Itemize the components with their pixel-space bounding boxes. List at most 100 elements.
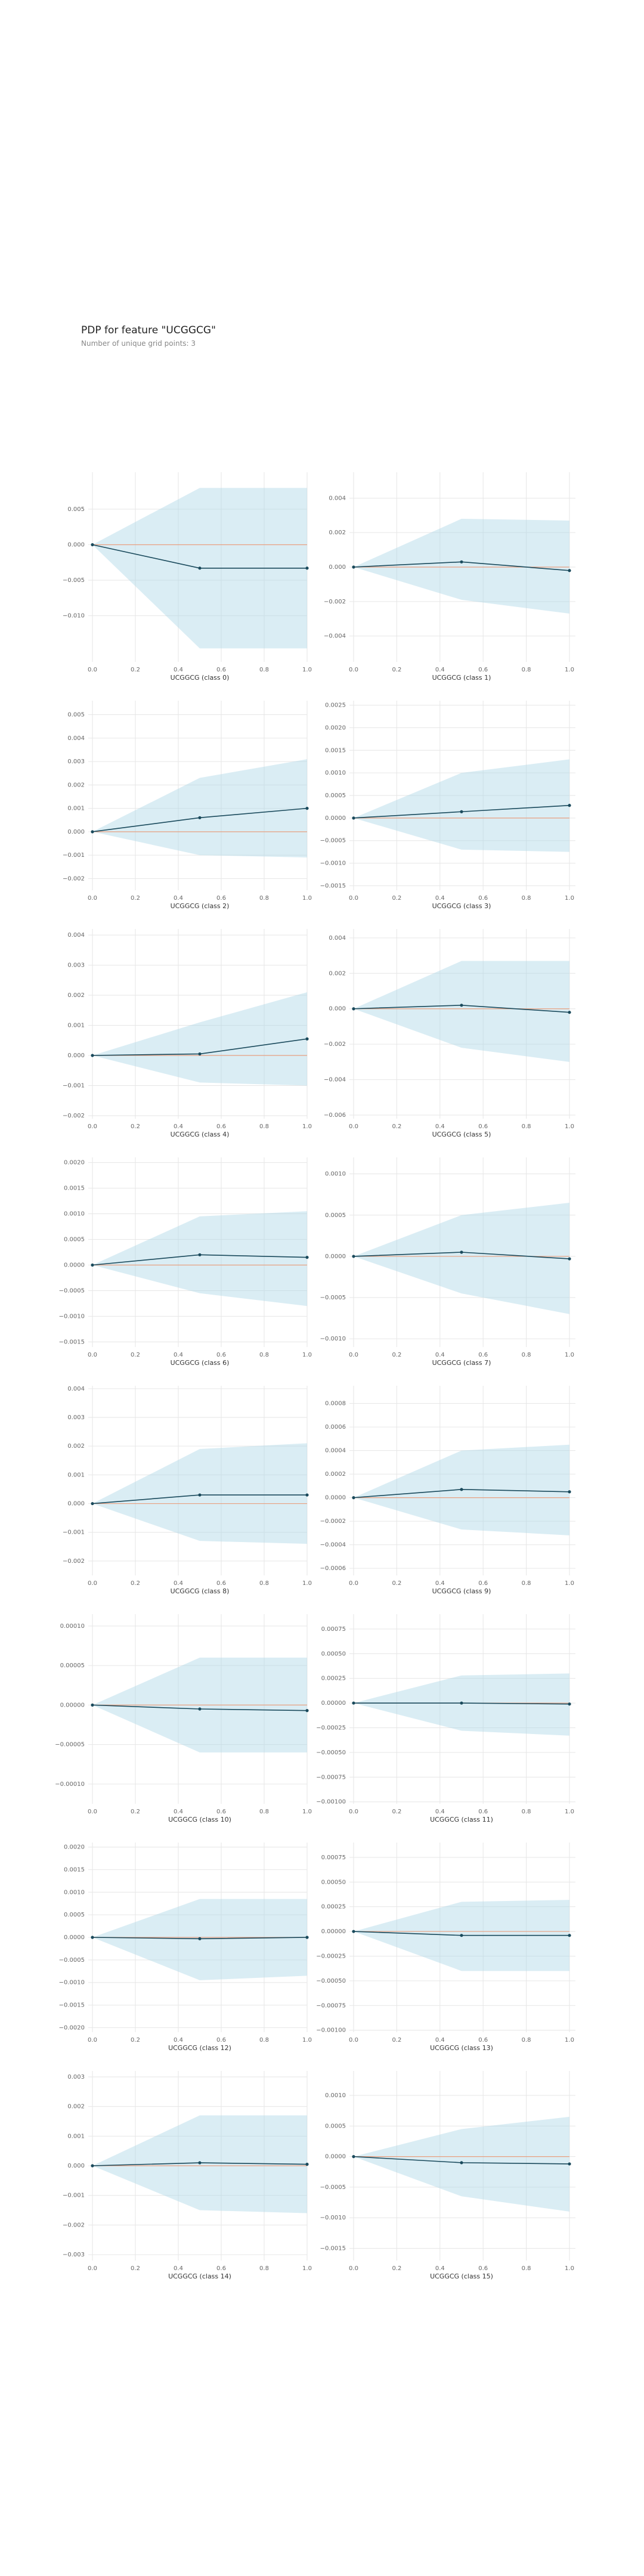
- x-axis-label: UCGGCG (class 7): [432, 1359, 491, 1367]
- x-tick-label: 0.4: [435, 667, 445, 673]
- x-tick-label: 0.4: [174, 2037, 183, 2044]
- subplot-class-13: 0.00075 0.00050 0.00025 0.00000 −0.00025 −0.0…: [316, 1843, 575, 2052]
- y-tick-label: 0.0005: [64, 1912, 85, 1918]
- y-tick-label: −0.0015: [59, 1339, 85, 1345]
- y-tick-label: −0.00075: [316, 2002, 346, 2009]
- y-tick-label: −0.00050: [316, 1750, 346, 1756]
- chart-title: PDP for feature "UCGGCG": [81, 324, 216, 336]
- y-tick-label: 0.001: [67, 1023, 85, 1029]
- x-tick-label: 0.2: [392, 1352, 401, 1358]
- x-tick-label: 0.0: [88, 667, 97, 673]
- x-axis-label: UCGGCG (class 14): [168, 2272, 231, 2280]
- y-tick-label: 0.00075: [321, 1854, 346, 1861]
- y-tick-label: 0.0020: [325, 724, 346, 731]
- y-tick-label: −0.00010: [55, 1781, 85, 1788]
- x-tick-label: 1.0: [565, 2037, 574, 2044]
- x-tick-label: 0.4: [174, 2265, 183, 2272]
- x-tick-label: 0.6: [216, 667, 226, 673]
- pdp-point: [352, 1930, 355, 1933]
- x-tick-label: 0.2: [131, 2037, 140, 2044]
- y-tick-label: −0.0015: [320, 2245, 346, 2252]
- y-tick-label: −0.0005: [320, 838, 346, 844]
- subplot-class-11: 0.00075 0.00050 0.00025 0.00000 −0.00025 −0.0…: [316, 1614, 575, 1823]
- y-tick-label: 0.000: [67, 1501, 85, 1507]
- pdp-point: [568, 1490, 571, 1494]
- x-tick-label: 0.6: [216, 1580, 226, 1587]
- pdp-point: [460, 2161, 463, 2165]
- subplot-class-7: 0.0010 0.0005 0.0000 −0.0005 −0.0010 0.0 0.2 0.…: [320, 1157, 575, 1367]
- x-tick-label: 0.8: [522, 1123, 531, 1130]
- pdp-point: [460, 1934, 463, 1937]
- y-tick-label: 0.0005: [64, 1237, 85, 1243]
- y-tick-label: −0.0010: [59, 1980, 85, 1986]
- y-tick-label: −0.0006: [320, 1565, 346, 1572]
- y-tick-label: 0.00050: [321, 1879, 346, 1885]
- x-axis-label: UCGGCG (class 15): [430, 2272, 493, 2280]
- x-tick-label: 0.2: [131, 1352, 140, 1358]
- x-tick-label: 1.0: [302, 1809, 312, 1815]
- y-tick-label: 0.0010: [64, 1211, 85, 1218]
- pdp-point: [568, 2162, 571, 2166]
- pdp-point: [91, 1936, 94, 1939]
- subplot-class-2: 0.005 0.004 0.003 0.002 0.001 0.000 −0.001 −0.0…: [63, 701, 312, 910]
- x-tick-label: 0.4: [435, 1123, 445, 1130]
- pdp-point: [352, 816, 355, 820]
- x-tick-label: 0.4: [174, 1352, 183, 1358]
- pdp-point: [305, 806, 309, 810]
- x-tick-label: 0.2: [392, 1809, 401, 1815]
- x-tick-label: 0.4: [435, 1352, 445, 1358]
- y-tick-label: −0.00025: [316, 1953, 346, 1959]
- y-tick-label: −0.0015: [59, 2002, 85, 2009]
- y-tick-label: 0.00000: [321, 1928, 346, 1935]
- y-tick-label: −0.004: [324, 1077, 346, 1083]
- y-tick-label: 0.002: [329, 530, 346, 536]
- y-tick-label: −0.002: [324, 1041, 346, 1048]
- x-tick-label: 0.4: [174, 1580, 183, 1587]
- subplot-class-9: 0.0008 0.0006 0.0004 0.0002 0.0000 −0.0002 −0.…: [320, 1386, 575, 1595]
- x-tick-label: 0.0: [349, 895, 358, 902]
- x-tick-label: 1.0: [565, 1352, 574, 1358]
- x-tick-label: 0.8: [259, 2037, 269, 2044]
- x-tick-label: 0.8: [522, 1580, 531, 1587]
- y-tick-label: −0.0010: [59, 1313, 85, 1320]
- y-tick-label: 0.00075: [321, 1626, 346, 1633]
- pdp-point: [568, 1011, 571, 1014]
- y-tick-label: 0.000: [67, 1052, 85, 1059]
- pdp-point: [198, 2161, 202, 2165]
- y-tick-label: 0.004: [67, 735, 85, 742]
- x-tick-label: 1.0: [302, 1352, 312, 1358]
- pdp-point: [305, 1709, 309, 1713]
- x-axis-label: UCGGCG (class 11): [430, 1816, 493, 1823]
- x-tick-label: 1.0: [302, 1580, 312, 1587]
- y-tick-label: 0.000: [67, 829, 85, 835]
- x-axis-label: UCGGCG (class 0): [171, 674, 230, 682]
- x-tick-label: 1.0: [565, 895, 574, 902]
- y-tick-label: 0.0020: [64, 1844, 85, 1851]
- x-tick-label: 1.0: [302, 2037, 312, 2044]
- y-tick-label: 0.0010: [325, 2092, 346, 2099]
- pdp-point: [305, 1493, 309, 1497]
- x-tick-label: 0.4: [435, 895, 445, 902]
- y-tick-label: 0.00025: [321, 1904, 346, 1911]
- x-tick-label: 0.8: [259, 1352, 269, 1358]
- x-tick-label: 0.0: [349, 667, 358, 673]
- x-axis-label: UCGGCG (class 6): [171, 1359, 230, 1367]
- x-tick-label: 0.0: [349, 1123, 358, 1130]
- y-tick-label: −0.004: [324, 633, 346, 640]
- y-tick-label: 0.004: [67, 932, 85, 939]
- y-tick-label: 0.0008: [325, 1401, 346, 1407]
- pdp-point: [91, 830, 94, 834]
- y-tick-label: −0.006: [324, 1112, 346, 1119]
- pdp-point: [305, 566, 309, 570]
- x-tick-label: 0.4: [174, 895, 183, 902]
- x-axis-label: UCGGCG (class 4): [171, 1131, 230, 1138]
- x-tick-label: 0.6: [216, 1123, 226, 1130]
- x-tick-label: 0.0: [349, 1809, 358, 1815]
- y-tick-label: −0.0002: [320, 1518, 346, 1525]
- x-tick-label: 0.6: [478, 1809, 488, 1815]
- x-axis-label: UCGGCG (class 9): [432, 1587, 491, 1595]
- pdp-point: [352, 1496, 355, 1500]
- y-tick-label: 0.004: [67, 1386, 85, 1392]
- y-tick-label: 0.0000: [325, 1495, 346, 1501]
